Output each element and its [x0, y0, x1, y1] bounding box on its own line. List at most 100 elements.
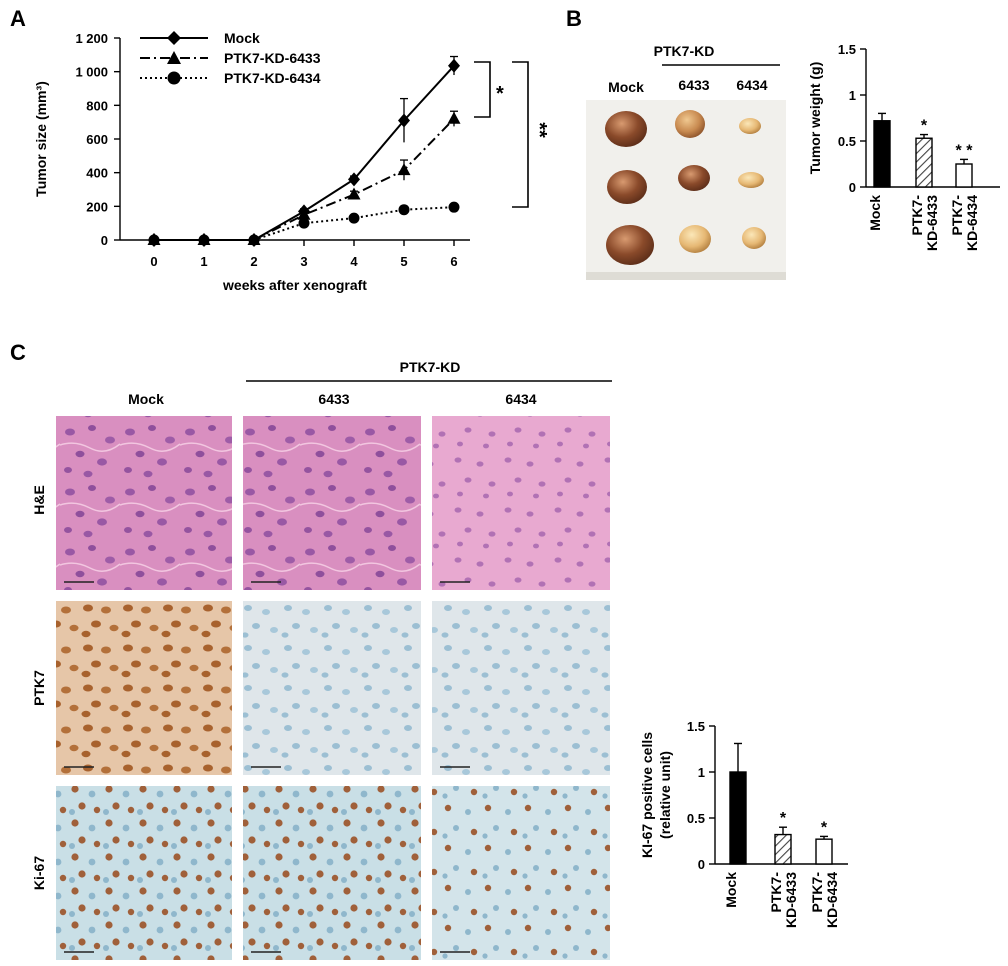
y-tick-label-b: 1.5 — [838, 42, 856, 57]
ihc-col-6433: 6433 — [318, 391, 349, 407]
y-tick-label-a: 200 — [86, 199, 108, 214]
data-point-2-2 — [248, 234, 260, 246]
data-point-0-4 — [348, 172, 360, 187]
data-point-1-6 — [447, 111, 461, 124]
significance-b-1: * — [921, 118, 928, 135]
ihc-col-6434: 6434 — [505, 391, 536, 407]
category-label-c-2: KD-6434 — [824, 872, 840, 928]
category-label-c-2: PTK7- — [809, 872, 825, 913]
y-axis-label-a: Tumor size (mm³) — [33, 81, 49, 197]
bar-c-2 — [815, 838, 833, 865]
category-label-b-1: PTK7- — [909, 195, 925, 236]
tumor-weight-bar-chart: 00.511.5 Mock*PTK7- KD-6433* *PTK7- KD-643… — [807, 42, 1000, 251]
ihc-panel: PTK7-KD Mock 6433 6434 H&E PTK7 Ki-67 — [31, 359, 612, 960]
x-tick-label-a: 5 — [400, 254, 407, 269]
photo-group-header: PTK7-KD — [654, 43, 715, 59]
x-tick-label-a: 4 — [350, 254, 358, 269]
ihc-image-he-6434 — [432, 416, 610, 590]
legend-marker-6434 — [167, 71, 181, 85]
bar-b-0 — [873, 120, 891, 188]
ihc-row-ptk7: PTK7 — [31, 670, 47, 706]
y-axis-label-c-line1: KI-67 positive cells — [639, 732, 655, 858]
bracket-double-star — [512, 61, 529, 208]
ihc-image-ki67-6434 — [432, 786, 610, 960]
data-point-0-6 — [448, 58, 460, 73]
y-tick-label-b: 0 — [849, 180, 856, 195]
x-tick-label-a: 3 — [300, 254, 307, 269]
ihc-image-ptk7-6434 — [432, 601, 610, 775]
tumor-size-line-chart: 0 200 400 600 800 1 000 1 200 0 1 2 3 4 5 6 Tumor si… — [33, 30, 550, 293]
tumor-photo-panel: PTK7-KD Mock 6433 6434 — [586, 43, 786, 280]
tumor-photo-ruler — [586, 272, 786, 280]
photo-col-6433: 6433 — [678, 77, 709, 93]
bar-b-2 — [955, 163, 973, 188]
tumor-mock-2 — [607, 170, 647, 204]
legend-marker-6433 — [167, 51, 181, 64]
x-axis-label-a: weeks after xenograft — [222, 277, 367, 293]
data-point-2-6 — [448, 201, 460, 213]
ihc-image-ptk7-mock — [56, 601, 232, 775]
x-tick-label-a: 0 — [150, 254, 157, 269]
x-tick-label-a: 1 — [200, 254, 207, 269]
data-point-1-3 — [297, 207, 311, 220]
bar-c-1 — [774, 833, 792, 865]
y-tick-label-a: 0 — [101, 233, 108, 248]
data-point-2-4 — [348, 212, 360, 224]
data-point-1-5 — [397, 163, 411, 176]
y-axis-label-c-line2: (relative unit) — [657, 751, 673, 839]
ihc-image-he-mock — [56, 416, 232, 590]
ihc-row-he: H&E — [31, 485, 47, 515]
photo-col-6434: 6434 — [736, 77, 767, 93]
y-tick-label-a: 800 — [86, 98, 108, 113]
photo-col-mock: Mock — [608, 79, 644, 95]
bar-c-0 — [729, 771, 747, 865]
tumor-6433-1 — [675, 110, 705, 138]
data-point-1-4 — [347, 187, 361, 200]
significance-c-2: * — [821, 819, 828, 836]
annotation-star-a1: * — [496, 83, 504, 105]
annotation-star-a2: ** — [528, 122, 550, 138]
y-tick-label-a: 1 200 — [75, 31, 108, 46]
category-label-c-1: PTK7- — [768, 872, 784, 913]
y-tick-label-b: 1 — [849, 88, 856, 103]
data-point-2-0 — [148, 234, 160, 246]
panel-letter-c: C — [10, 340, 26, 365]
y-tick-label-c: 1.5 — [687, 719, 705, 734]
legend-marker-mock — [167, 31, 181, 45]
data-point-2-1 — [198, 234, 210, 246]
ihc-image-ptk7-6433 — [243, 601, 421, 775]
legend-label-6434: PTK7-KD-6434 — [224, 70, 321, 86]
data-point-0-5 — [398, 113, 410, 128]
category-label-b-2: KD-6434 — [964, 195, 980, 251]
tumor-6434-1 — [739, 118, 761, 134]
bar-b-1 — [915, 137, 933, 188]
tumor-6434-2 — [738, 172, 764, 188]
tumor-mock-1 — [605, 111, 647, 147]
ihc-image-ki67-mock — [56, 786, 232, 960]
ki67-bar-chart: 00.511.5 Mock*PTK7- KD-6433*PTK7- KD-6434 … — [639, 719, 848, 928]
data-point-2-5 — [398, 204, 410, 216]
category-label-c-1: KD-6433 — [783, 872, 799, 928]
tumor-6433-3 — [679, 225, 711, 253]
ihc-col-mock: Mock — [128, 391, 164, 407]
ihc-image-ki67-6433 — [243, 786, 421, 960]
ihc-row-ki67: Ki-67 — [31, 856, 47, 890]
x-tick-label-a: 2 — [250, 254, 257, 269]
tumor-mock-3 — [606, 225, 654, 265]
y-tick-label-a: 1 000 — [75, 65, 108, 80]
significance-b-2: * * — [956, 142, 974, 159]
y-tick-label-c: 1 — [698, 765, 705, 780]
y-tick-label-b: 0.5 — [838, 134, 856, 149]
legend-a: Mock PTK7-KD-6433 PTK7-KD-6434 — [140, 30, 321, 86]
data-point-2-3 — [298, 217, 310, 229]
tumor-6433-2 — [678, 165, 710, 191]
category-label-c-0: Mock — [723, 872, 739, 908]
ihc-group-header: PTK7-KD — [400, 359, 461, 375]
y-tick-label-a: 600 — [86, 132, 108, 147]
y-tick-label-a: 400 — [86, 166, 108, 181]
x-tick-label-a: 6 — [450, 254, 457, 269]
y-axis-label-b: Tumor weight (g) — [807, 62, 823, 175]
legend-label-6433: PTK7-KD-6433 — [224, 50, 321, 66]
panel-letter-b: B — [566, 6, 582, 31]
